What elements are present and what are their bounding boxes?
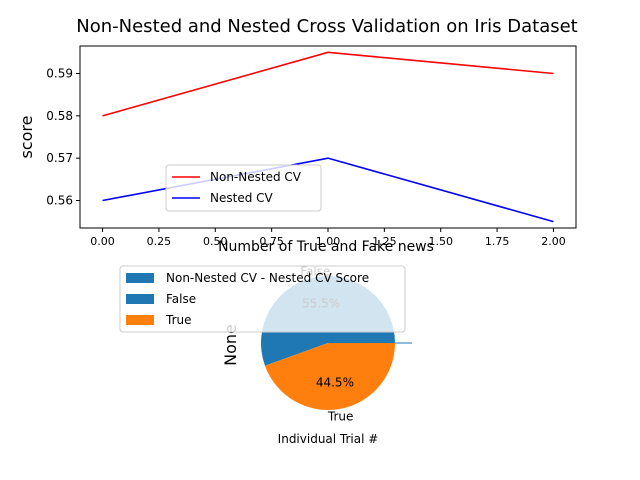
x-tick-label: 0.50 bbox=[203, 235, 228, 248]
pie-percent-label: 44.5% bbox=[316, 376, 354, 390]
x-tick-label: 0.00 bbox=[90, 235, 115, 248]
x-tick-label: 1.50 bbox=[428, 235, 453, 248]
line-chart-frame bbox=[79, 45, 577, 229]
y-tick-label: 0.57 bbox=[46, 151, 73, 165]
y-tick-label: 0.58 bbox=[46, 109, 73, 123]
line-legend-box bbox=[165, 164, 322, 212]
x-tick-label: 1.00 bbox=[316, 235, 341, 248]
legend-label: Nested CV bbox=[210, 191, 274, 205]
pie-legend-box bbox=[119, 265, 406, 333]
pie-chart-y-axis-label: None bbox=[221, 324, 240, 366]
x-tick-label: 1.75 bbox=[485, 235, 510, 248]
pie-chart-title: Number of True and Fake news bbox=[218, 239, 434, 255]
x-tick-label: 0.75 bbox=[259, 235, 284, 248]
series-line-non-nested-cv bbox=[102, 51, 554, 117]
pie-category-label: True bbox=[327, 410, 354, 424]
line-chart-axes: 0.00 0.25 0.50 0.75 1.00 1.25 1.50 1.75 2.00 0.5… bbox=[17, 45, 577, 248]
legend-label: False bbox=[166, 292, 196, 306]
legend-label: True bbox=[165, 313, 192, 327]
x-tick-label: 1.25 bbox=[372, 235, 397, 248]
pie-chart-legend: Non-Nested CV - Nested CV Score False True bbox=[119, 265, 406, 333]
y-tick-label: 0.59 bbox=[46, 67, 73, 81]
bar-chart-x-axis-label: Individual Trial # bbox=[278, 432, 379, 446]
legend-swatch bbox=[126, 273, 154, 283]
legend-label: Non-Nested CV - Nested CV Score bbox=[166, 271, 369, 285]
x-tick-label: 2.00 bbox=[541, 235, 566, 248]
x-tick-label: 0.25 bbox=[147, 235, 172, 248]
legend-swatch bbox=[126, 294, 154, 304]
line-chart-y-axis-label: score bbox=[17, 116, 36, 159]
line-chart-x-ticks: 0.00 0.25 0.50 0.75 1.00 1.25 1.50 1.75 2.00 bbox=[90, 228, 566, 248]
pie-slice-true bbox=[264, 343, 395, 410]
legend-label: Non-Nested CV bbox=[210, 170, 302, 184]
figure-title: Non-Nested and Nested Cross Validation o… bbox=[76, 16, 577, 37]
y-tick-label: 0.56 bbox=[46, 193, 73, 207]
line-chart-y-ticks: 0.56 0.57 0.58 0.59 bbox=[46, 67, 80, 207]
line-chart-legend: Non-Nested CV Nested CV bbox=[165, 164, 322, 212]
legend-swatch bbox=[126, 315, 154, 325]
